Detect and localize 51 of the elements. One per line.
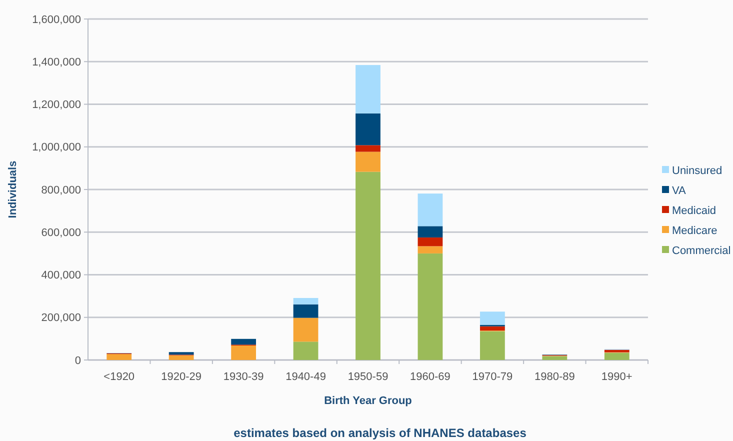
x-tick-label: 1980-89 <box>534 371 575 383</box>
x-tick-label: 1930-39 <box>223 371 264 383</box>
bar <box>418 246 443 254</box>
bar <box>231 346 256 360</box>
y-axis-title: Individuals <box>7 160 19 218</box>
x-tick-label: 1920-29 <box>161 371 202 383</box>
bar <box>418 253 443 360</box>
x-tick-label: <1920 <box>104 371 135 383</box>
legend-label: Medicaid <box>672 204 716 217</box>
x-axis-title: Birth Year Group <box>324 395 412 407</box>
bar <box>356 145 380 152</box>
bar <box>293 318 318 342</box>
bar <box>480 331 505 360</box>
y-tick-label: 1,400,000 <box>32 56 81 68</box>
bar <box>168 355 194 360</box>
x-tick-label: 1940-49 <box>286 371 326 383</box>
x-tick-label: 1950-59 <box>348 371 388 383</box>
legend-label: Medicare <box>672 224 718 237</box>
x-tick-label: 1970-79 <box>472 371 513 383</box>
bar <box>356 113 380 146</box>
y-tick-label: 0 <box>74 354 81 367</box>
y-tick-label: 600,000 <box>41 226 81 239</box>
bar <box>356 172 380 360</box>
bar <box>293 298 318 304</box>
legend-label: VA <box>672 184 687 197</box>
x-tick-label: 1990+ <box>601 371 632 383</box>
y-tick-label: 1,200,000 <box>32 99 81 112</box>
x-tick-label: 1960-69 <box>410 371 450 383</box>
bar <box>480 312 505 325</box>
bar <box>542 356 568 360</box>
bar <box>418 226 443 238</box>
y-tick-label: 400,000 <box>41 270 81 282</box>
bar <box>418 237 443 246</box>
bar <box>231 338 256 345</box>
legend-label: Commercial <box>672 244 731 257</box>
y-tick-label: 1,000,000 <box>32 142 81 154</box>
text: estimates based on analysis of NHANES databases <box>234 426 527 440</box>
legend-label: Uninsured <box>672 164 722 177</box>
bar <box>293 304 318 318</box>
bar <box>418 194 443 226</box>
bar <box>604 350 630 352</box>
y-tick-label: 1,600,000 <box>32 14 81 26</box>
bar <box>356 152 380 172</box>
bar <box>356 65 380 114</box>
bar <box>293 342 318 360</box>
bar <box>604 352 630 360</box>
y-tick-label: 200,000 <box>41 312 81 324</box>
bar <box>480 326 505 331</box>
bar <box>168 352 194 355</box>
bar <box>106 354 132 360</box>
y-tick-label: 800,000 <box>41 184 81 196</box>
